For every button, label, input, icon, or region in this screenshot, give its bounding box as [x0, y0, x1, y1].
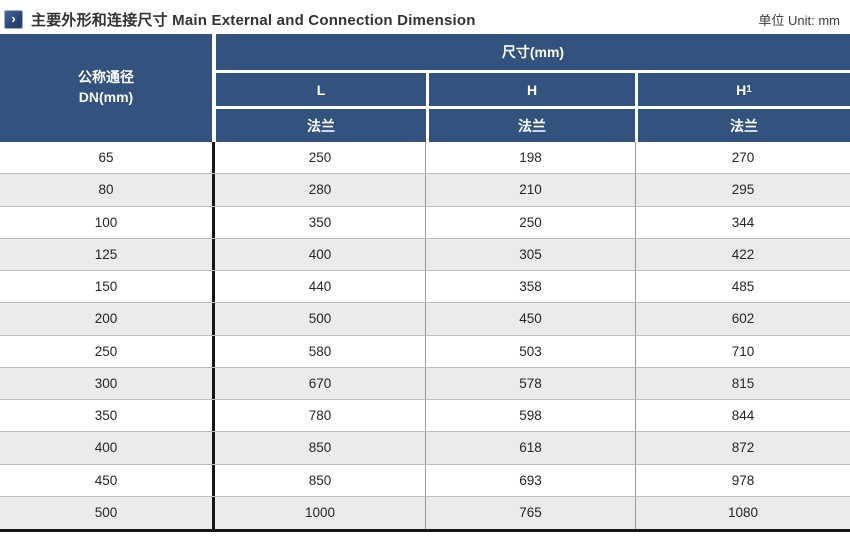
table-row: 125 400 305 422: [0, 238, 850, 271]
dn-label-zh: 公称通径: [78, 69, 134, 86]
table-row: 300 670 578 815: [0, 367, 850, 400]
cell-dn: 125: [94, 246, 118, 262]
cell-dn: 200: [94, 311, 118, 327]
header-cell-flange-L: 法兰: [216, 109, 426, 142]
cell-dn: 400: [94, 440, 118, 456]
cell-l: 500: [308, 311, 332, 327]
cell-h: 210: [519, 182, 542, 198]
cell-h1: 485: [731, 279, 755, 295]
cell-h1: 710: [731, 343, 755, 359]
cell-h1: 1080: [727, 505, 759, 521]
cell-h: 198: [519, 150, 542, 166]
table-row: 100 350 250 344: [0, 206, 850, 239]
cell-l: 850: [308, 472, 332, 488]
cell-l: 1000: [304, 505, 336, 521]
cell-h: 450: [519, 311, 542, 327]
cell-h: 250: [519, 214, 542, 230]
cell-h: 578: [519, 375, 542, 391]
table-row: 500 1000 765 1080: [0, 496, 850, 529]
cell-h1: 344: [731, 214, 755, 230]
cell-dn: 250: [94, 343, 118, 359]
header-gap: [212, 34, 216, 142]
cell-l: 280: [308, 182, 332, 198]
cell-h1: 815: [731, 375, 755, 391]
table-row: 400 850 618 872: [0, 432, 850, 465]
table-row: 200 500 450 602: [0, 303, 850, 336]
cell-h: 503: [519, 343, 542, 359]
cell-dn: 300: [94, 375, 118, 391]
cell-h: 598: [519, 408, 542, 424]
cell-dn: 150: [94, 279, 118, 295]
cell-dn: 500: [94, 505, 118, 521]
table-row: 65 250 198 270: [0, 142, 850, 175]
header-cell-L: L: [216, 73, 426, 106]
header-cell-flange-H: 法兰: [429, 109, 635, 142]
cell-h: 358: [519, 279, 542, 295]
table-body: 65 250 198 270 80 280 210 295 100 350 25…: [0, 142, 850, 532]
cell-h1: 295: [731, 182, 755, 198]
unit-label: 单位 Unit: mm: [758, 12, 840, 28]
cell-h1: 422: [731, 246, 755, 262]
header-cell-flange-H1: 法兰: [638, 109, 850, 142]
dn-label-en: DN(mm): [78, 89, 134, 105]
cell-l: 400: [308, 246, 332, 262]
cell-h1: 270: [731, 150, 755, 166]
cell-dn: 450: [94, 472, 118, 488]
page-title: 主要外形和连接尺寸 Main External and Connection D…: [31, 11, 476, 29]
table-row: 150 440 358 485: [0, 271, 850, 304]
table-row: 80 280 210 295: [0, 174, 850, 207]
cell-h: 693: [519, 472, 542, 488]
cell-dn: 350: [94, 408, 118, 424]
cell-h1: 602: [731, 311, 755, 327]
cell-l: 850: [308, 440, 332, 456]
cell-h: 305: [519, 246, 542, 262]
cell-h1: 978: [731, 472, 755, 488]
header-cell-dn: 公称通径 DN(mm): [0, 34, 212, 142]
table-row: 250 580 503 710: [0, 335, 850, 368]
table-row: 350 780 598 844: [0, 400, 850, 433]
cell-l: 780: [308, 408, 332, 424]
chevron-right-icon: ›: [4, 9, 23, 29]
cell-l: 250: [308, 150, 332, 166]
cell-l: 580: [308, 343, 332, 359]
table-row: 450 850 693 978: [0, 464, 850, 497]
cell-h: 618: [519, 440, 542, 456]
cell-dn: 65: [98, 150, 114, 166]
header-cell-size-group: 尺寸(mm): [216, 34, 850, 70]
header-cell-H: H: [429, 73, 635, 106]
cell-h1: 844: [731, 408, 755, 424]
cell-l: 440: [308, 279, 332, 295]
cell-dn: 100: [94, 214, 118, 230]
cell-l: 670: [308, 375, 332, 391]
cell-l: 350: [308, 214, 332, 230]
header-subtype-row: 法兰 法兰 法兰: [216, 109, 850, 142]
cell-h: 765: [519, 505, 542, 521]
cell-h1: 872: [731, 440, 755, 456]
title-bar: › 主要外形和连接尺寸 Main External and Connection…: [0, 0, 850, 34]
cell-dn: 80: [98, 182, 114, 198]
